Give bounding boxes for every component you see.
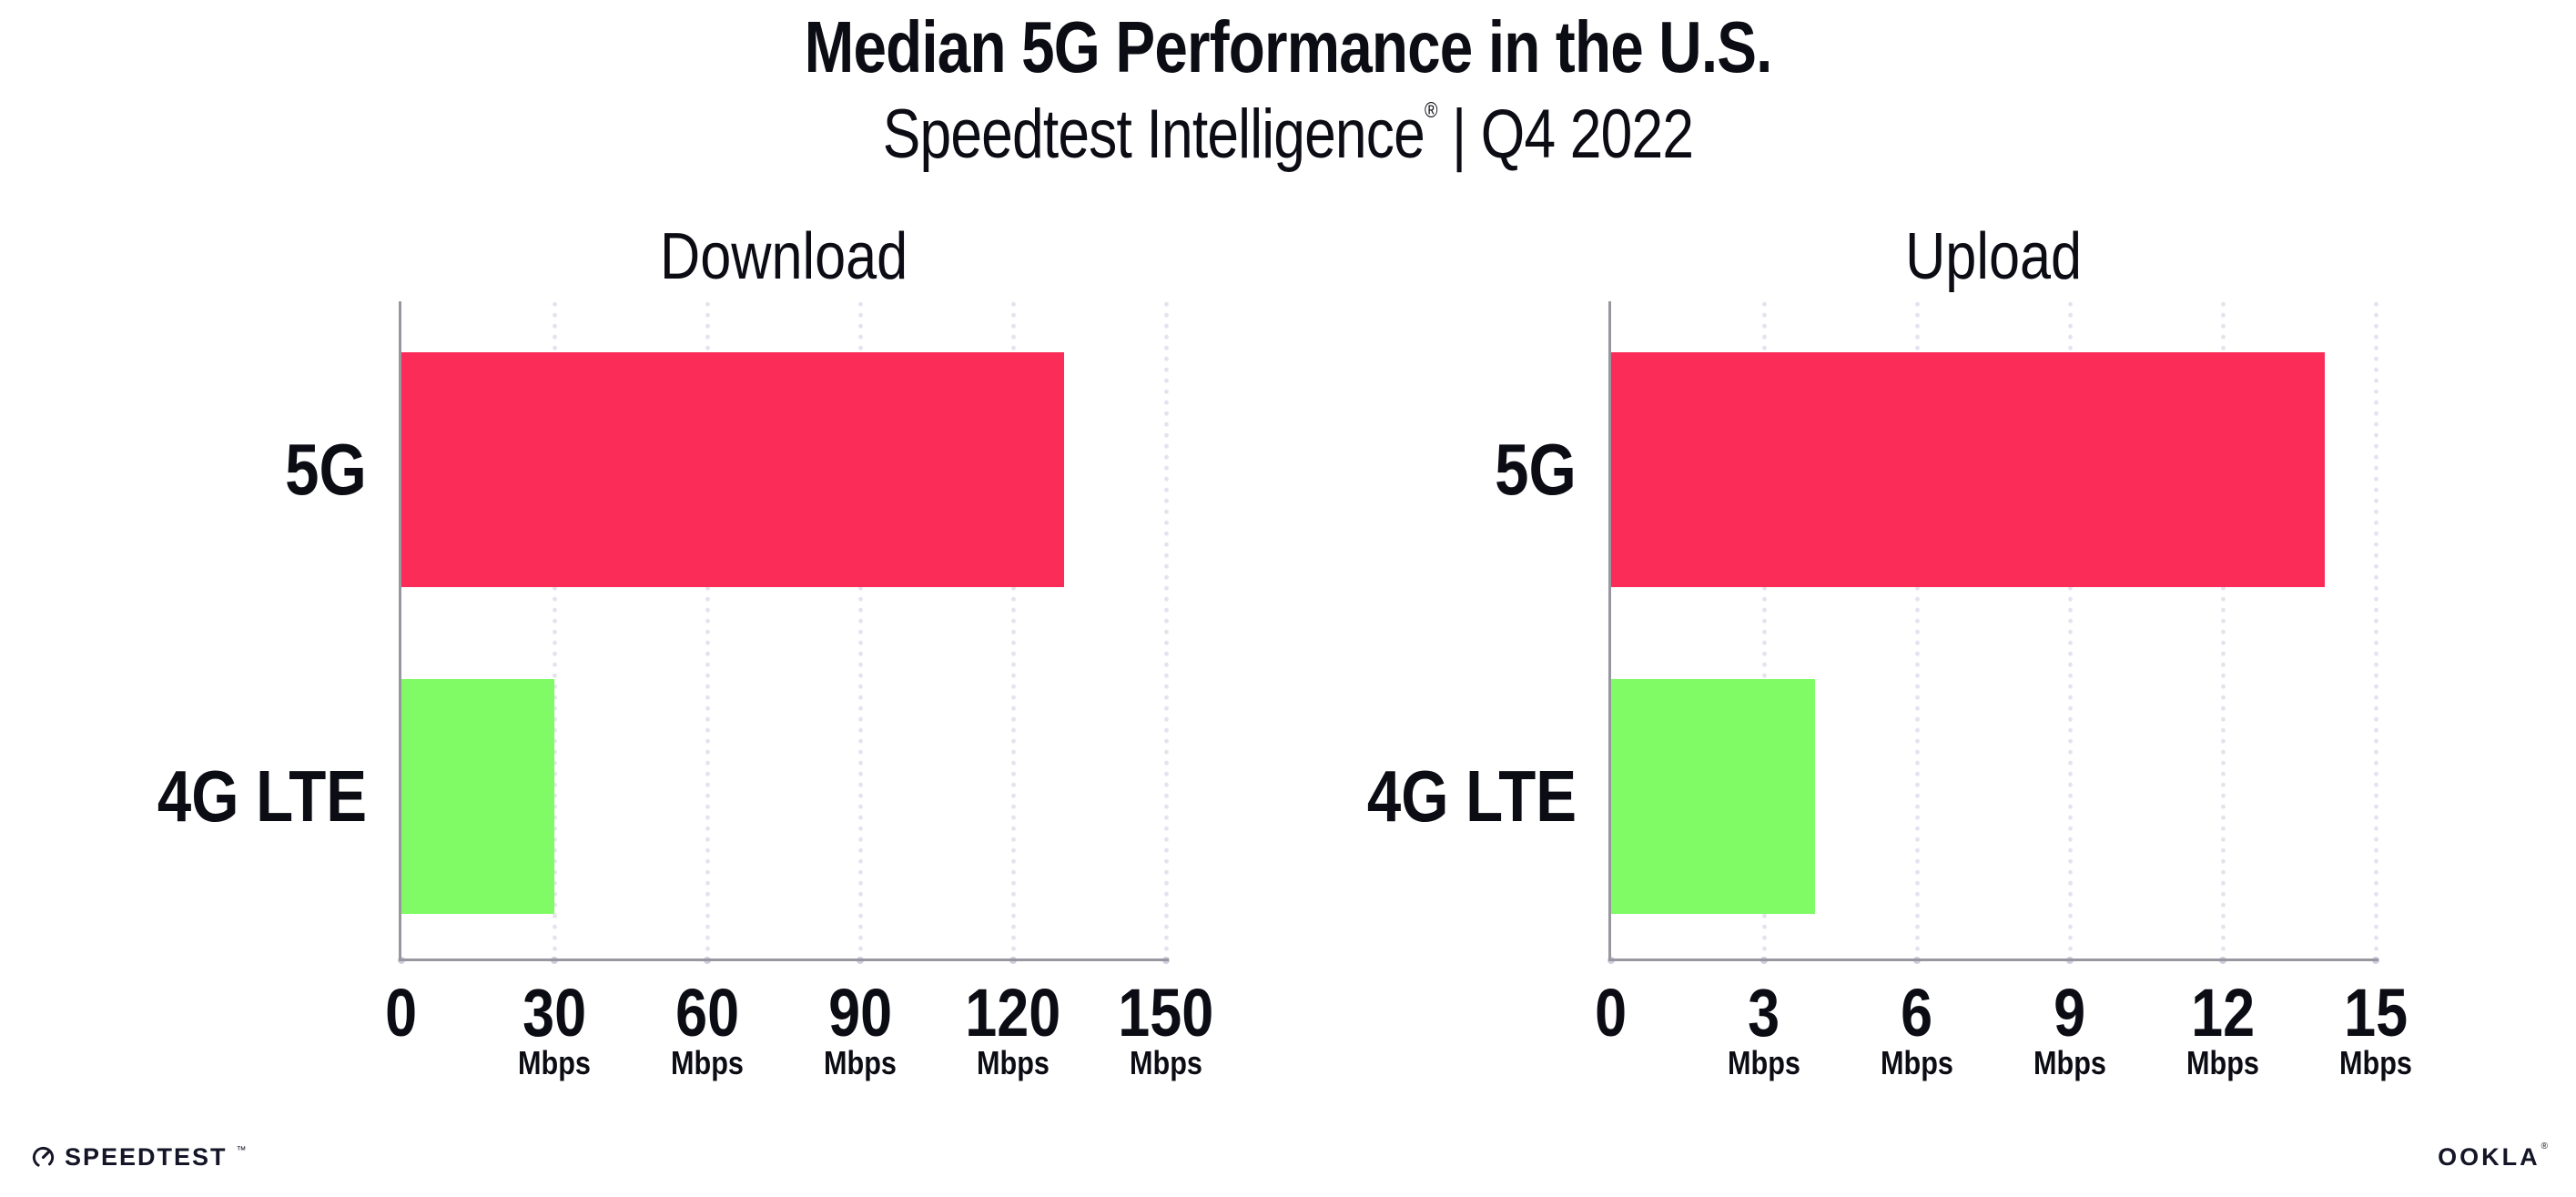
- x-tick-unit-text: Mbps: [671, 1044, 744, 1081]
- x-tick-label: 150: [1084, 979, 1248, 1047]
- x-tick-label-text: 30: [522, 975, 586, 1050]
- gridline: [2373, 301, 2378, 959]
- x-tick-label: 120: [931, 979, 1095, 1047]
- x-tick-unit: Mbps: [1682, 1047, 1846, 1080]
- y-axis: [1608, 301, 1611, 961]
- x-tick-unit-text: Mbps: [2339, 1044, 2412, 1081]
- x-tick-label-text: 0: [1595, 975, 1628, 1050]
- x-tick-label-text: 6: [1901, 975, 1933, 1050]
- x-tick-unit-text: Mbps: [1130, 1044, 1202, 1081]
- x-tick-unit-text: Mbps: [518, 1044, 591, 1081]
- speedtest-wordmark: SPEEDTEST: [65, 1143, 228, 1171]
- x-tick-label-text: 150: [1118, 975, 1214, 1050]
- gridline: [857, 301, 863, 959]
- x-tick-unit: Mbps: [1084, 1047, 1248, 1080]
- gridline: [2067, 301, 2073, 959]
- x-tick-label: 60: [625, 979, 789, 1047]
- chart-title-download: Download: [401, 224, 1166, 289]
- chart-title-download-text: Download: [659, 220, 908, 293]
- x-tick-unit-text: Mbps: [1881, 1044, 1953, 1081]
- category-label-5g: 5G: [1212, 433, 1577, 506]
- page-title-text: Median 5G Performance in the U.S.: [804, 6, 1773, 87]
- trademark-icon: ™: [236, 1144, 247, 1156]
- x-tick-unit: Mbps: [931, 1047, 1095, 1080]
- x-tick-label-text: 12: [2191, 975, 2255, 1050]
- x-tick-label-text: 90: [828, 975, 892, 1050]
- x-tick-label-text: 9: [2054, 975, 2086, 1050]
- ookla-wordmark: OOKLA: [2438, 1143, 2541, 1171]
- category-label-4g-lte-text: 4G LTE: [1366, 756, 1577, 837]
- x-tick-unit-text: Mbps: [824, 1044, 897, 1081]
- x-tick-label: 30: [472, 979, 636, 1047]
- x-tick-label-text: 3: [1748, 975, 1780, 1050]
- page-title: Median 5G Performance in the U.S.: [0, 11, 2576, 84]
- page-subtitle-text: Speedtest Intelligence® | Q4 2022: [882, 95, 1694, 174]
- category-label-4g-lte-text: 4G LTE: [157, 756, 367, 837]
- x-axis: [1608, 959, 2378, 961]
- x-tick-label: 9: [1988, 979, 2152, 1047]
- bar-4g-lte-upload: [1611, 679, 1815, 914]
- x-tick-label: 0: [1529, 979, 1693, 1047]
- x-tick-label: 3: [1682, 979, 1846, 1047]
- gridline: [1761, 301, 1767, 959]
- speedtest-gauge-icon: [32, 1146, 55, 1169]
- category-label-4g-lte: 4G LTE: [1212, 760, 1577, 833]
- y-axis: [399, 301, 401, 961]
- x-tick-unit: Mbps: [1835, 1047, 1999, 1080]
- page-subtitle: Speedtest Intelligence® | Q4 2022: [0, 95, 2576, 174]
- x-tick-label-text: 0: [385, 975, 418, 1050]
- chart-title-upload-text: Upload: [1905, 220, 2082, 293]
- subtitle-separator: |: [1452, 96, 1466, 173]
- gridline: [2220, 301, 2226, 959]
- subtitle-brand: Speedtest Intelligence: [882, 96, 1425, 173]
- speedtest-logo: SPEEDTEST ™: [31, 1143, 247, 1172]
- chart-title-upload: Upload: [1611, 224, 2376, 289]
- registered-trademark-icon: ®: [1424, 98, 1437, 123]
- x-tick-label: 12: [2141, 979, 2305, 1047]
- x-axis: [399, 959, 1169, 961]
- x-tick-label: 0: [319, 979, 483, 1047]
- x-tick-label-text: 15: [2344, 975, 2408, 1050]
- x-tick-unit-text: Mbps: [2033, 1044, 2106, 1081]
- ookla-logo: OOKLA ®: [2438, 1141, 2548, 1172]
- bar-4g-lte-download: [401, 679, 554, 914]
- subtitle-period: Q4 2022: [1480, 96, 1694, 173]
- x-tick-label: 6: [1835, 979, 1999, 1047]
- x-tick-unit: Mbps: [472, 1047, 636, 1080]
- x-tick-label-text: 60: [675, 975, 739, 1050]
- gridline: [1010, 301, 1016, 959]
- gridline: [1163, 301, 1169, 959]
- gridline: [705, 301, 710, 959]
- category-label-5g-text: 5G: [285, 429, 367, 510]
- x-tick-unit: Mbps: [2141, 1047, 2305, 1080]
- x-tick-label: 90: [778, 979, 942, 1047]
- bar-5g-download: [401, 352, 1064, 587]
- category-label-5g: 5G: [3, 433, 367, 506]
- x-tick-label: 15: [2294, 979, 2458, 1047]
- category-label-5g-text: 5G: [1495, 429, 1577, 510]
- bar-5g-upload: [1611, 352, 2325, 587]
- gridline: [552, 301, 557, 959]
- x-tick-unit-text: Mbps: [977, 1044, 1050, 1081]
- registered-icon: ®: [2541, 1141, 2548, 1151]
- x-tick-unit: Mbps: [2294, 1047, 2458, 1080]
- x-tick-unit: Mbps: [1988, 1047, 2152, 1080]
- x-tick-unit-text: Mbps: [1728, 1044, 1800, 1081]
- x-tick-unit: Mbps: [778, 1047, 942, 1080]
- x-tick-label-text: 120: [965, 975, 1061, 1050]
- x-tick-unit: Mbps: [625, 1047, 789, 1080]
- x-tick-unit-text: Mbps: [2186, 1044, 2259, 1081]
- gridline: [1914, 301, 1920, 959]
- category-label-4g-lte: 4G LTE: [3, 760, 367, 833]
